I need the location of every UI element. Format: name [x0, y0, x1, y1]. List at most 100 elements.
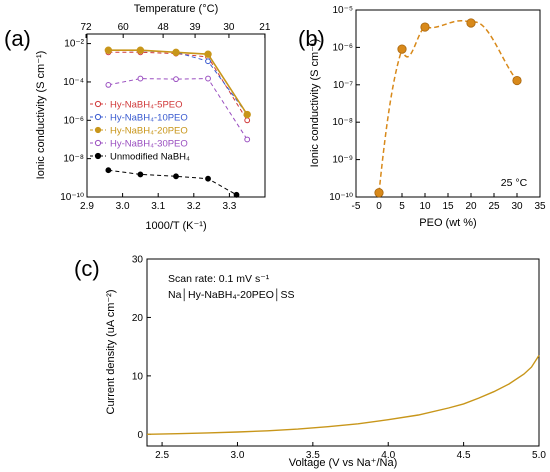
panel-a-y-tick-label: 10⁻² — [64, 39, 84, 50]
panel-a-series-line — [108, 51, 248, 121]
panel-a-x-tick-label: 3.2 — [187, 201, 201, 212]
panel-a-data-point — [243, 110, 251, 119]
panel-a-data-point — [205, 75, 211, 82]
panel-a-plot-frame — [86, 33, 266, 198]
panel-a-data-point — [205, 58, 211, 65]
panel-c-x-axis-label: Voltage (V vs Na⁺/Na) — [289, 457, 398, 469]
panel-c-y-tick-label: 20 — [132, 313, 144, 324]
panel-b-data-point — [420, 22, 430, 32]
panel-a-x-axis-label: 1000/T (K⁻¹) — [145, 220, 206, 232]
panel-c-scan-rate-annotation: Scan rate: 0.1 mV s⁻¹ — [168, 273, 270, 285]
panel-b-x-tick-label: 10 — [419, 201, 431, 212]
panel-a-legend-label: Hy-NaBH₄-30PEO — [110, 139, 188, 150]
panel-a-legend-label: Hy-NaBH₄-20PEO — [110, 126, 188, 137]
panel-a-data-point — [173, 76, 179, 83]
panel-a-legend-swatch-marker — [94, 100, 102, 108]
panel-b-ticks: -5 0 5 10 15 20 25 30 35 10⁻¹⁰ 10⁻⁹ 10⁻⁸ 10⁻⁷ 10⁻⁶ 10⁻… — [329, 5, 546, 212]
panel-b-y-tick-label: 10⁻⁵ — [332, 5, 353, 16]
panel-c-x-tick-label: 4.0 — [381, 450, 395, 461]
panel-c-label: (c) — [74, 256, 100, 281]
panel-c-x-tick-label: 3.5 — [306, 450, 320, 461]
panel-a-top-axis-label: Temperature (°C) — [134, 3, 218, 15]
panel-a-label: (a) — [4, 26, 31, 51]
panel-a-data-point — [105, 82, 112, 88]
panel-a-x-tick-label: 2.9 — [80, 201, 94, 212]
panel-b-x-tick-label: 30 — [511, 201, 523, 212]
panel-a-top-tick-label: 60 — [118, 22, 130, 33]
panel-a-y-tick-label: 10⁻¹⁰ — [60, 192, 84, 203]
panel-b-y-tick-label: 10⁻⁸ — [332, 117, 353, 128]
panel-a-y-axis-label: Ionic conductivity (S cm⁻¹) — [35, 51, 47, 180]
panel-a-ticks: 2.9 3.0 3.1 3.2 3.3 10⁻¹⁰ 10⁻⁸ 10⁻⁶ 10⁻⁴ 10⁻² 72 60… — [60, 22, 271, 212]
panel-a-data-point — [136, 46, 145, 54]
panel-a-y-tick-label: 10⁻⁴ — [63, 77, 84, 88]
panel-a: (a) 2.9 3.0 3.1 3.2 3.3 10⁻¹⁰ 10⁻⁸ 10⁻⁶ 10⁻⁴ 10⁻²… — [4, 3, 271, 232]
panel-a-x-tick-label: 3.1 — [151, 201, 165, 212]
panel-a-legend: Hy-NaBH₄-5PEO Hy-NaBH₄-10PEO Hy-NaBH₄-20PE… — [90, 100, 190, 163]
panel-a-series-line — [108, 169, 237, 196]
panel-a-data-point — [204, 50, 212, 58]
panel-b-x-tick-label: -5 — [352, 201, 361, 212]
panel-b-y-tick-label: 10⁻⁶ — [332, 42, 353, 53]
panel-b-label: (b) — [298, 26, 325, 51]
panel-a-data-point — [173, 173, 179, 180]
panel-b-series — [374, 18, 522, 198]
panel-c-ticks: 2.5 3.0 3.5 4.0 4.5 5.0 0 10 20 30 — [132, 255, 547, 462]
panel-a-data-point — [244, 136, 251, 143]
panel-c-y-axis-label: Current density (uA cm⁻²) — [105, 289, 117, 414]
panel-b-y-tick-label: 10⁻¹⁰ — [329, 192, 353, 203]
panel-b-temperature-annotation: 25 °C — [501, 177, 528, 189]
panel-a-top-tick-label: 72 — [80, 22, 92, 33]
panel-a-data-point — [137, 171, 144, 178]
panel-c-cell-annotation: Na│Hy-NaBH₄-20PEO│SS — [168, 288, 295, 302]
panel-c-x-tick-label: 2.5 — [155, 450, 169, 461]
panel-a-data-point — [244, 117, 251, 124]
panel-b-y-axis-label: Ionic conductivity (S cm⁻¹) — [309, 39, 321, 168]
panel-b-x-tick-label: 0 — [376, 201, 382, 212]
panel-c-x-tick-label: 4.5 — [457, 450, 471, 461]
panel-a-legend-label: Unmodified NaBH₄ — [110, 152, 190, 163]
panel-c-y-tick-label: 10 — [132, 371, 144, 382]
panel-a-data-point — [205, 175, 211, 182]
panel-a-legend-swatch-marker — [94, 139, 102, 147]
panel-c-x-tick-label: 3.0 — [231, 450, 245, 461]
panel-a-top-tick-label: 48 — [158, 22, 170, 33]
panel-a-data-point — [137, 75, 144, 82]
panel-b-x-tick-label: 25 — [488, 201, 500, 212]
panel-a-series — [104, 46, 251, 198]
panel-a-top-tick-label: 30 — [223, 22, 235, 33]
panel-c-y-tick-label: 0 — [137, 430, 143, 441]
panel-a-data-point — [105, 167, 112, 174]
panel-a-x-tick-label: 3.3 — [222, 201, 236, 212]
panel-b-x-tick-label: 15 — [442, 201, 454, 212]
panel-a-data-point — [104, 46, 113, 54]
panel-a-data-point — [172, 48, 180, 57]
panel-c-lsv-curve — [146, 355, 540, 435]
panel-a-legend-swatch-marker — [94, 152, 102, 160]
panel-b-data-point — [466, 18, 476, 28]
panel-a-legend-label: Hy-NaBH₄-10PEO — [110, 113, 188, 124]
panel-c: (c) 2.5 3.0 3.5 4.0 4.5 5.0 0 10 20 30 Scan rate:… — [74, 255, 546, 470]
panel-b-plot-frame — [355, 9, 541, 198]
panel-a-data-point — [233, 191, 240, 198]
panel-b-x-tick-label: 20 — [465, 201, 477, 212]
panel-b-data-point — [512, 75, 522, 86]
panel-b-y-tick-label: 10⁻⁷ — [333, 80, 353, 91]
panel-a-legend-swatch-marker — [94, 113, 102, 121]
panel-c-series — [146, 355, 540, 435]
panel-b-x-tick-label: 35 — [534, 201, 546, 212]
panel-b-x-axis-label: PEO (wt %) — [419, 217, 476, 229]
panel-c-y-tick-label: 30 — [132, 255, 144, 266]
panel-a-series-line — [108, 78, 248, 140]
panel-a-top-tick-label: 39 — [190, 22, 202, 33]
panel-b-y-tick-label: 10⁻⁹ — [332, 155, 353, 166]
panel-a-legend-swatch-marker — [94, 126, 102, 134]
panel-a-legend-label: Hy-NaBH₄-5PEO — [110, 100, 183, 111]
panel-b: (b) -5 0 5 10 15 20 25 30 35 10⁻¹⁰ 10⁻⁹ 10⁻⁸ 10⁻⁷ 10⁻… — [298, 5, 546, 229]
panel-b-data-point — [397, 44, 407, 54]
panel-b-data-point — [374, 188, 384, 198]
panel-a-y-tick-label: 10⁻⁶ — [63, 115, 84, 126]
panel-a-top-tick-label: 21 — [259, 22, 271, 33]
panel-c-plot-frame — [146, 258, 540, 447]
